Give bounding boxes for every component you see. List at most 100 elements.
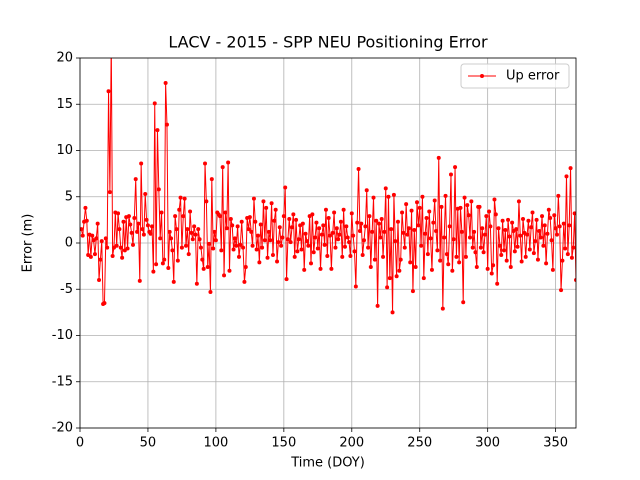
data-point — [222, 273, 227, 278]
y-tick-label: -20 — [52, 421, 73, 436]
data-point — [137, 278, 142, 283]
data-point — [459, 229, 464, 234]
data-point — [311, 250, 316, 255]
data-point — [309, 261, 314, 266]
y-tick-label: 20 — [56, 51, 73, 66]
data-point — [443, 193, 448, 198]
data-point — [533, 239, 538, 244]
data-point — [488, 224, 493, 229]
data-point — [291, 212, 296, 217]
data-point — [132, 216, 137, 221]
data-point — [144, 217, 149, 222]
data-point — [469, 199, 474, 204]
y-tick-label: -10 — [52, 328, 73, 343]
data-point — [340, 254, 345, 259]
data-point — [120, 255, 125, 260]
data-point — [400, 210, 405, 215]
data-point — [353, 284, 358, 289]
data-point — [217, 214, 222, 219]
y-tick-label: -15 — [52, 374, 73, 389]
x-tick-label: 100 — [203, 436, 228, 451]
data-point — [173, 214, 178, 219]
data-point — [521, 216, 526, 221]
data-point — [220, 165, 225, 170]
data-point — [334, 226, 339, 231]
data-point — [534, 217, 539, 222]
data-point — [416, 223, 421, 228]
data-point — [256, 233, 261, 238]
data-point — [367, 214, 372, 219]
data-point — [338, 219, 343, 224]
data-point — [450, 268, 455, 273]
data-point — [508, 265, 513, 270]
data-point — [501, 248, 506, 253]
data-point — [568, 166, 573, 171]
data-point — [211, 246, 216, 251]
data-point — [205, 265, 210, 270]
data-point — [545, 231, 550, 236]
data-point — [344, 224, 349, 229]
data-point — [315, 246, 320, 251]
data-point — [114, 243, 119, 248]
data-point — [227, 268, 232, 273]
data-point — [152, 101, 157, 106]
data-point — [499, 253, 504, 258]
data-point — [503, 228, 508, 233]
data-point — [427, 209, 432, 214]
data-point — [201, 266, 206, 271]
data-point — [203, 161, 208, 166]
data-point — [518, 233, 523, 238]
data-point — [485, 266, 490, 271]
legend: Up error — [460, 63, 570, 89]
data-point — [378, 235, 383, 240]
data-point — [447, 224, 452, 229]
y-tick-label: 0 — [65, 236, 73, 251]
data-point — [204, 199, 209, 204]
data-point — [548, 216, 553, 221]
data-point — [200, 257, 205, 262]
data-point — [434, 228, 439, 233]
data-point — [409, 208, 414, 213]
data-point — [554, 232, 559, 237]
data-point — [330, 230, 335, 235]
data-point — [266, 229, 271, 234]
data-point — [512, 249, 517, 254]
data-point — [95, 221, 100, 226]
data-point — [333, 245, 338, 250]
data-point — [170, 248, 175, 253]
data-point — [428, 236, 433, 241]
data-point — [328, 233, 333, 238]
data-point — [336, 237, 341, 242]
data-point — [574, 278, 576, 282]
data-point — [484, 214, 489, 219]
data-point — [238, 242, 243, 247]
data-point — [242, 279, 247, 284]
data-point — [413, 265, 418, 270]
data-point — [564, 174, 569, 179]
data-point — [313, 235, 318, 240]
data-point — [478, 245, 483, 250]
data-point — [390, 310, 395, 315]
x-tick-label: 50 — [140, 436, 157, 451]
data-point — [158, 236, 163, 241]
data-point — [188, 209, 193, 214]
data-point — [423, 231, 428, 236]
data-point — [209, 177, 214, 182]
data-point — [563, 246, 568, 251]
data-point — [179, 245, 184, 250]
data-point — [98, 257, 103, 262]
data-point — [382, 229, 387, 234]
plot-area — [80, 58, 576, 315]
data-point — [275, 259, 280, 264]
data-point — [257, 260, 262, 265]
data-point — [462, 195, 467, 200]
data-point — [219, 248, 224, 253]
data-point — [247, 215, 252, 220]
data-point — [102, 301, 107, 306]
data-point — [352, 249, 357, 254]
data-point — [189, 230, 194, 235]
x-tick-label: 350 — [543, 436, 568, 451]
data-point — [371, 195, 376, 200]
data-point — [356, 167, 361, 171]
